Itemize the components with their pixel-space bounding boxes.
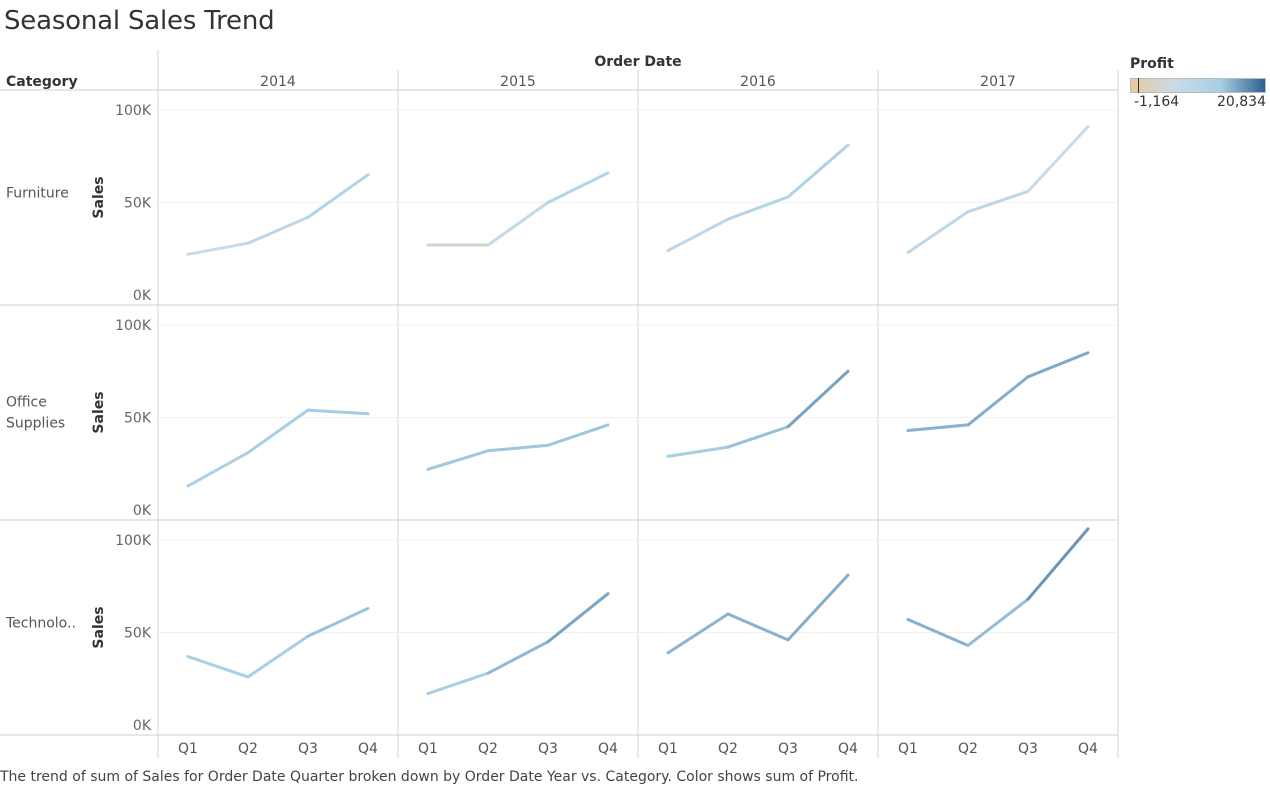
line-segment-furniture-2014-Q3-Q4 xyxy=(306,173,370,219)
x-tick-label-2014-Q4: Q4 xyxy=(358,741,378,757)
line-segment-officesupplies-2016-Q2-Q3 xyxy=(726,425,790,449)
line-segment-officesupplies-2014-Q2-Q3 xyxy=(246,408,310,455)
y-tick-label: 50K xyxy=(124,626,152,642)
row-label-office: Office xyxy=(6,395,47,411)
year-header-2015: 2015 xyxy=(500,74,536,90)
line-segment-furniture-2017-Q2-Q3 xyxy=(966,189,1030,214)
x-tick-label-2017-Q3: Q3 xyxy=(1018,741,1038,757)
line-segment-technolo-2015-Q3-Q4 xyxy=(546,592,610,644)
line-segment-officesupplies-2015-Q3-Q4 xyxy=(546,423,610,447)
line-segment-officesupplies-2014-Q3-Q4 xyxy=(306,408,370,416)
line-segment-officesupplies-2014-Q1-Q2 xyxy=(186,451,250,488)
line-segment-officesupplies-2016-Q1-Q2 xyxy=(666,445,730,458)
line-segment-officesupplies-2016-Q3-Q4 xyxy=(786,369,850,429)
line-segment-furniture-2014-Q1-Q2 xyxy=(186,241,250,256)
x-tick-label-2016-Q1: Q1 xyxy=(658,741,678,757)
line-segment-technolo-2014-Q2-Q3 xyxy=(246,634,310,679)
x-tick-label-2017-Q4: Q4 xyxy=(1078,741,1098,757)
x-tick-label-2014-Q3: Q3 xyxy=(298,741,318,757)
chart-caption: The trend of sum of Sales for Order Date… xyxy=(0,769,859,785)
line-segment-furniture-2015-Q2-Q3 xyxy=(486,201,550,247)
y-tick-label: 50K xyxy=(124,411,152,427)
year-header-2017: 2017 xyxy=(980,74,1016,90)
line-segment-officesupplies-2015-Q2-Q3 xyxy=(486,443,550,453)
row-label-furniture: Furniture xyxy=(6,186,69,202)
row-label-supplies: Supplies xyxy=(6,416,65,432)
line-segment-furniture-2017-Q3-Q4 xyxy=(1026,125,1090,193)
x-tick-label-2014-Q2: Q2 xyxy=(238,741,258,757)
line-segment-technolo-2016-Q2-Q3 xyxy=(726,612,790,642)
y-tick-label: 0K xyxy=(133,718,152,734)
line-segment-furniture-2016-Q3-Q4 xyxy=(786,143,850,199)
x-tick-label-2015-Q4: Q4 xyxy=(598,741,618,757)
legend-zero-marker xyxy=(1138,78,1140,93)
line-segment-furniture-2014-Q2-Q3 xyxy=(246,215,310,245)
line-segment-technolo-2016-Q1-Q2 xyxy=(666,612,730,655)
line-segment-officesupplies-2017-Q1-Q2 xyxy=(906,423,970,432)
y-tick-label: 0K xyxy=(133,503,152,519)
row-label-technolo: Technolo.. xyxy=(5,616,76,632)
line-segment-technolo-2016-Q3-Q4 xyxy=(786,573,850,642)
line-segment-technolo-2017-Q2-Q3 xyxy=(966,597,1030,647)
year-header-2014: 2014 xyxy=(260,74,296,90)
line-segment-officesupplies-2015-Q1-Q2 xyxy=(426,449,490,471)
year-header-2016: 2016 xyxy=(740,74,776,90)
y-axis-title: Sales xyxy=(91,606,107,648)
x-tick-label-2016-Q3: Q3 xyxy=(778,741,798,757)
line-segment-technolo-2017-Q3-Q4 xyxy=(1026,527,1090,601)
x-tick-label-2015-Q2: Q2 xyxy=(478,741,498,757)
y-tick-label: 100K xyxy=(115,318,152,334)
line-segment-officesupplies-2017-Q2-Q3 xyxy=(966,375,1030,427)
chart-title: Seasonal Sales Trend xyxy=(4,6,275,36)
line-segment-technolo-2015-Q1-Q2 xyxy=(426,671,490,696)
x-tick-label-2016-Q2: Q2 xyxy=(718,741,738,757)
x-tick-label-2017-Q1: Q1 xyxy=(898,741,918,757)
line-segment-furniture-2017-Q1-Q2 xyxy=(906,210,970,254)
line-segment-technolo-2015-Q2-Q3 xyxy=(486,640,550,675)
legend-max-label: 20,834 xyxy=(1217,94,1266,110)
line-segment-technolo-2014-Q3-Q4 xyxy=(306,606,370,638)
y-tick-label: 100K xyxy=(115,103,152,119)
y-tick-label: 50K xyxy=(124,196,152,212)
line-segment-furniture-2016-Q2-Q3 xyxy=(726,195,790,221)
row-header-category: Category xyxy=(6,74,78,90)
line-segment-technolo-2014-Q1-Q2 xyxy=(186,655,250,679)
legend-gradient-bar xyxy=(1130,78,1266,93)
x-tick-label-2015-Q3: Q3 xyxy=(538,741,558,757)
y-tick-label: 100K xyxy=(115,533,152,549)
y-tick-label: 0K xyxy=(133,288,152,304)
line-segment-officesupplies-2017-Q3-Q4 xyxy=(1026,351,1090,379)
x-tick-label-2017-Q2: Q2 xyxy=(958,741,978,757)
column-header-order-date: Order Date xyxy=(594,54,681,70)
legend-title: Profit xyxy=(1130,56,1174,72)
line-segment-technolo-2017-Q1-Q2 xyxy=(906,618,970,647)
x-tick-label-2014-Q1: Q1 xyxy=(178,741,198,757)
x-tick-label-2016-Q4: Q4 xyxy=(838,741,858,757)
profit-color-legend[interactable]: Profit -1,164 20,834 xyxy=(1130,56,1266,110)
line-segment-furniture-2015-Q3-Q4 xyxy=(546,171,610,204)
legend-min-label: -1,164 xyxy=(1134,94,1180,110)
x-tick-label-2015-Q1: Q1 xyxy=(418,741,438,757)
y-axis-title: Sales xyxy=(91,391,107,433)
y-axis-title: Sales xyxy=(91,176,107,218)
line-segment-furniture-2016-Q1-Q2 xyxy=(666,217,730,253)
